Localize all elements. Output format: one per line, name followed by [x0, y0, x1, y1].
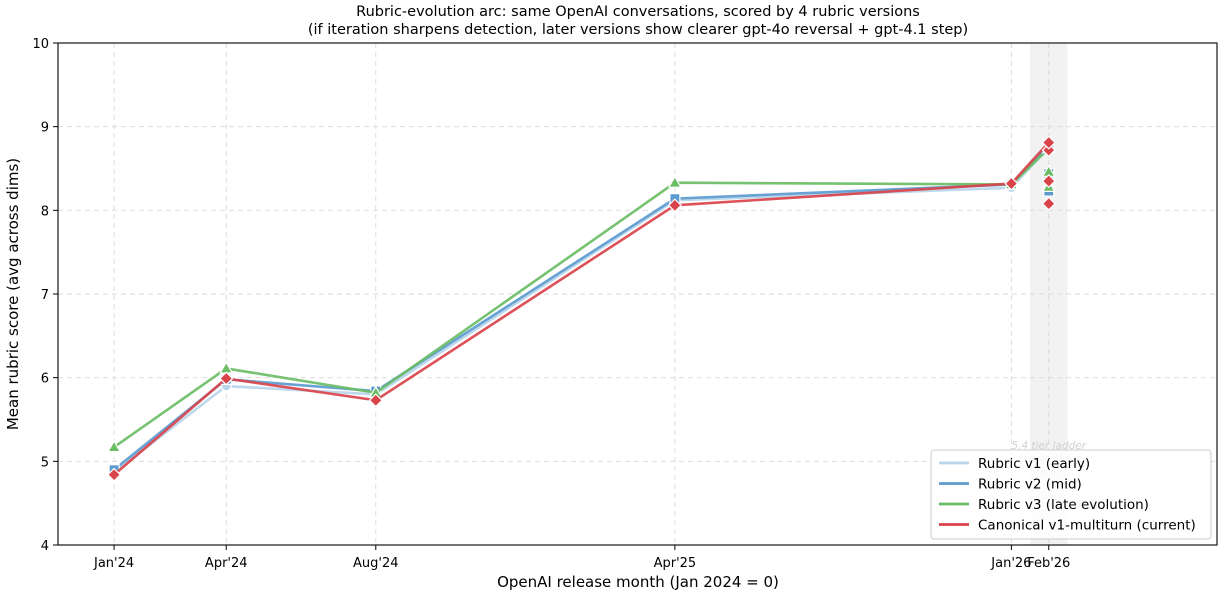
- x-tick-label-0: Jan'24: [93, 556, 134, 571]
- extra-point-3-2: [1041, 196, 1056, 211]
- data-point-3-4: [1004, 176, 1019, 191]
- data-point-3-3: [667, 198, 682, 213]
- y-tick-label-4: 4: [41, 539, 49, 554]
- x-tick-label-15: Apr'25: [654, 556, 697, 571]
- series-0: [108, 142, 1055, 478]
- data-point-2-0: [107, 439, 122, 453]
- data-point-3-5: [1041, 135, 1056, 150]
- band-annotation-line-0: 5.4 tier ladder: [1011, 440, 1086, 452]
- series-line-3: [112, 141, 1051, 477]
- y-tick-label-10: 10: [32, 37, 49, 52]
- x-axis-label: OpenAI release month (Jan 2024 = 0): [497, 573, 779, 591]
- series-3: [107, 135, 1056, 482]
- extra-point-3-1: [1041, 174, 1056, 189]
- legend-entry-1: Rubric v2 (mid): [978, 477, 1082, 493]
- data-point-2-3: [667, 175, 682, 188]
- y-axis-label: Mean rubric score (avg across dims): [4, 158, 22, 430]
- data-point-3-0: [107, 467, 122, 482]
- data-point-2-1: [219, 361, 234, 374]
- legend: Rubric v1 (early) Rubric v2 (mid) Rubric v…: [930, 449, 1212, 540]
- data-point-3-1: [219, 371, 234, 386]
- series-group: [107, 135, 1056, 482]
- y-tick-label-5: 5: [41, 455, 49, 470]
- series-line-1: [112, 143, 1051, 472]
- x-tick-label-7: Aug'24: [353, 556, 399, 571]
- chart-subtitle: (if iteration sharpens detection, later …: [308, 22, 968, 38]
- legend-entry-0: Rubric v1 (early): [978, 456, 1090, 472]
- y-tick-label-7: 7: [41, 288, 49, 303]
- y-tick-label-9: 9: [41, 121, 49, 136]
- x-tick-label-25: Feb'26: [1027, 556, 1070, 571]
- y-tick-label-6: 6: [41, 372, 49, 387]
- x-tick-label-24: Jan'26: [990, 556, 1031, 571]
- series-line-0: [112, 146, 1051, 474]
- ticks: 4 5 6 7 8 9 10 Jan'24 Apr'24 Aug'24 Apr'25 Jan'26Fe…: [32, 37, 1070, 571]
- legend-entry-2: Rubric v3 (late evolution): [978, 497, 1149, 513]
- legend-box: [930, 449, 1212, 540]
- legend-entry-3: Canonical v1-multiturn (current): [978, 518, 1196, 534]
- y-tick-label-8: 8: [41, 204, 49, 219]
- extra-point-3-0: [1041, 143, 1056, 158]
- data-point-3-2: [368, 393, 383, 408]
- x-tick-label-3: Apr'24: [205, 556, 248, 571]
- series-line-2: [112, 147, 1051, 449]
- chart-title: Rubric-evolution arc: same OpenAI conver…: [356, 4, 920, 20]
